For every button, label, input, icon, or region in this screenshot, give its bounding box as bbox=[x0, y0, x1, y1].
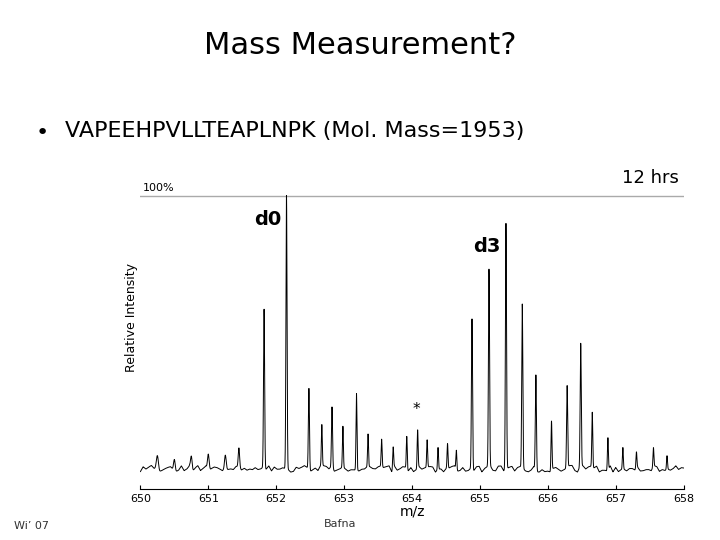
Text: Wi’ 07: Wi’ 07 bbox=[14, 521, 50, 531]
Y-axis label: Relative Intensity: Relative Intensity bbox=[125, 263, 138, 372]
X-axis label: m/z: m/z bbox=[400, 505, 425, 519]
Text: d0: d0 bbox=[255, 210, 282, 229]
Text: 100%: 100% bbox=[143, 183, 175, 193]
Text: VAPEEHPVLLTEAPLNPK (Mol. Mass=1953): VAPEEHPVLLTEAPLNPK (Mol. Mass=1953) bbox=[65, 121, 524, 141]
Text: Mass Measurement?: Mass Measurement? bbox=[204, 31, 516, 60]
Text: •: • bbox=[36, 123, 49, 143]
Text: Bafna: Bafna bbox=[324, 519, 356, 529]
Text: *: * bbox=[413, 402, 420, 417]
Text: 12 hrs: 12 hrs bbox=[621, 169, 678, 187]
Text: d3: d3 bbox=[473, 238, 500, 256]
